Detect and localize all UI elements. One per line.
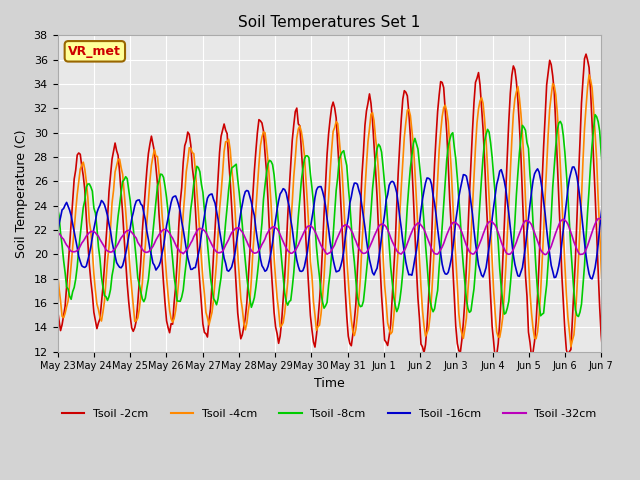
- Tsoil -4cm: [352, 326, 360, 332]
- X-axis label: Time: Time: [314, 377, 345, 390]
- Tsoil -2cm: [600, 358, 608, 364]
- Tsoil -4cm: [621, 68, 629, 74]
- Tsoil -32cm: [632, 214, 640, 220]
- Tsoil -32cm: [467, 250, 475, 256]
- Tsoil -16cm: [632, 224, 640, 230]
- Tsoil -16cm: [625, 277, 632, 283]
- Tsoil -2cm: [467, 160, 475, 166]
- Title: Soil Temperatures Set 1: Soil Temperatures Set 1: [238, 15, 420, 30]
- Tsoil -4cm: [54, 267, 61, 273]
- Tsoil -8cm: [611, 318, 619, 324]
- Tsoil -32cm: [630, 215, 638, 221]
- Tsoil -2cm: [92, 318, 99, 324]
- Tsoil -16cm: [74, 245, 81, 251]
- Tsoil -32cm: [92, 230, 99, 236]
- Line: Tsoil -8cm: Tsoil -8cm: [58, 109, 637, 321]
- Tsoil -2cm: [632, 310, 640, 315]
- Tsoil -8cm: [629, 107, 637, 112]
- Tsoil -2cm: [620, 45, 628, 50]
- Tsoil -2cm: [634, 336, 640, 342]
- Tsoil -16cm: [554, 270, 561, 276]
- Tsoil -4cm: [604, 346, 611, 352]
- Tsoil -8cm: [352, 277, 360, 283]
- Tsoil -8cm: [54, 205, 61, 211]
- Tsoil -16cm: [92, 218, 99, 224]
- Tsoil -4cm: [467, 235, 475, 241]
- Tsoil -4cm: [634, 264, 640, 270]
- Text: VR_met: VR_met: [68, 45, 121, 58]
- Tsoil -32cm: [352, 238, 360, 244]
- Tsoil -32cm: [614, 252, 621, 258]
- Tsoil -2cm: [352, 301, 360, 307]
- Tsoil -4cm: [632, 232, 640, 238]
- Tsoil -8cm: [554, 128, 561, 133]
- Tsoil -4cm: [74, 192, 81, 197]
- Tsoil -16cm: [352, 180, 360, 186]
- Tsoil -16cm: [54, 229, 61, 235]
- Tsoil -16cm: [467, 200, 475, 206]
- Tsoil -8cm: [634, 144, 640, 149]
- Line: Tsoil -32cm: Tsoil -32cm: [58, 217, 637, 255]
- Tsoil -8cm: [74, 264, 81, 270]
- Legend: Tsoil -2cm, Tsoil -4cm, Tsoil -8cm, Tsoil -16cm, Tsoil -32cm: Tsoil -2cm, Tsoil -4cm, Tsoil -8cm, Tsoi…: [58, 405, 601, 423]
- Tsoil -16cm: [634, 209, 640, 215]
- Tsoil -2cm: [74, 152, 81, 158]
- Y-axis label: Soil Temperature (C): Soil Temperature (C): [15, 129, 28, 258]
- Line: Tsoil -2cm: Tsoil -2cm: [58, 48, 637, 361]
- Tsoil -32cm: [554, 226, 561, 232]
- Tsoil -4cm: [554, 109, 561, 115]
- Line: Tsoil -4cm: Tsoil -4cm: [58, 71, 637, 349]
- Tsoil -8cm: [632, 123, 640, 129]
- Tsoil -32cm: [634, 216, 640, 221]
- Tsoil -4cm: [92, 288, 99, 293]
- Tsoil -16cm: [605, 161, 612, 167]
- Tsoil -8cm: [92, 210, 99, 216]
- Tsoil -32cm: [74, 248, 81, 253]
- Tsoil -8cm: [467, 308, 475, 314]
- Tsoil -2cm: [54, 307, 61, 312]
- Tsoil -2cm: [554, 159, 561, 165]
- Tsoil -32cm: [54, 230, 61, 236]
- Line: Tsoil -16cm: Tsoil -16cm: [58, 164, 637, 280]
